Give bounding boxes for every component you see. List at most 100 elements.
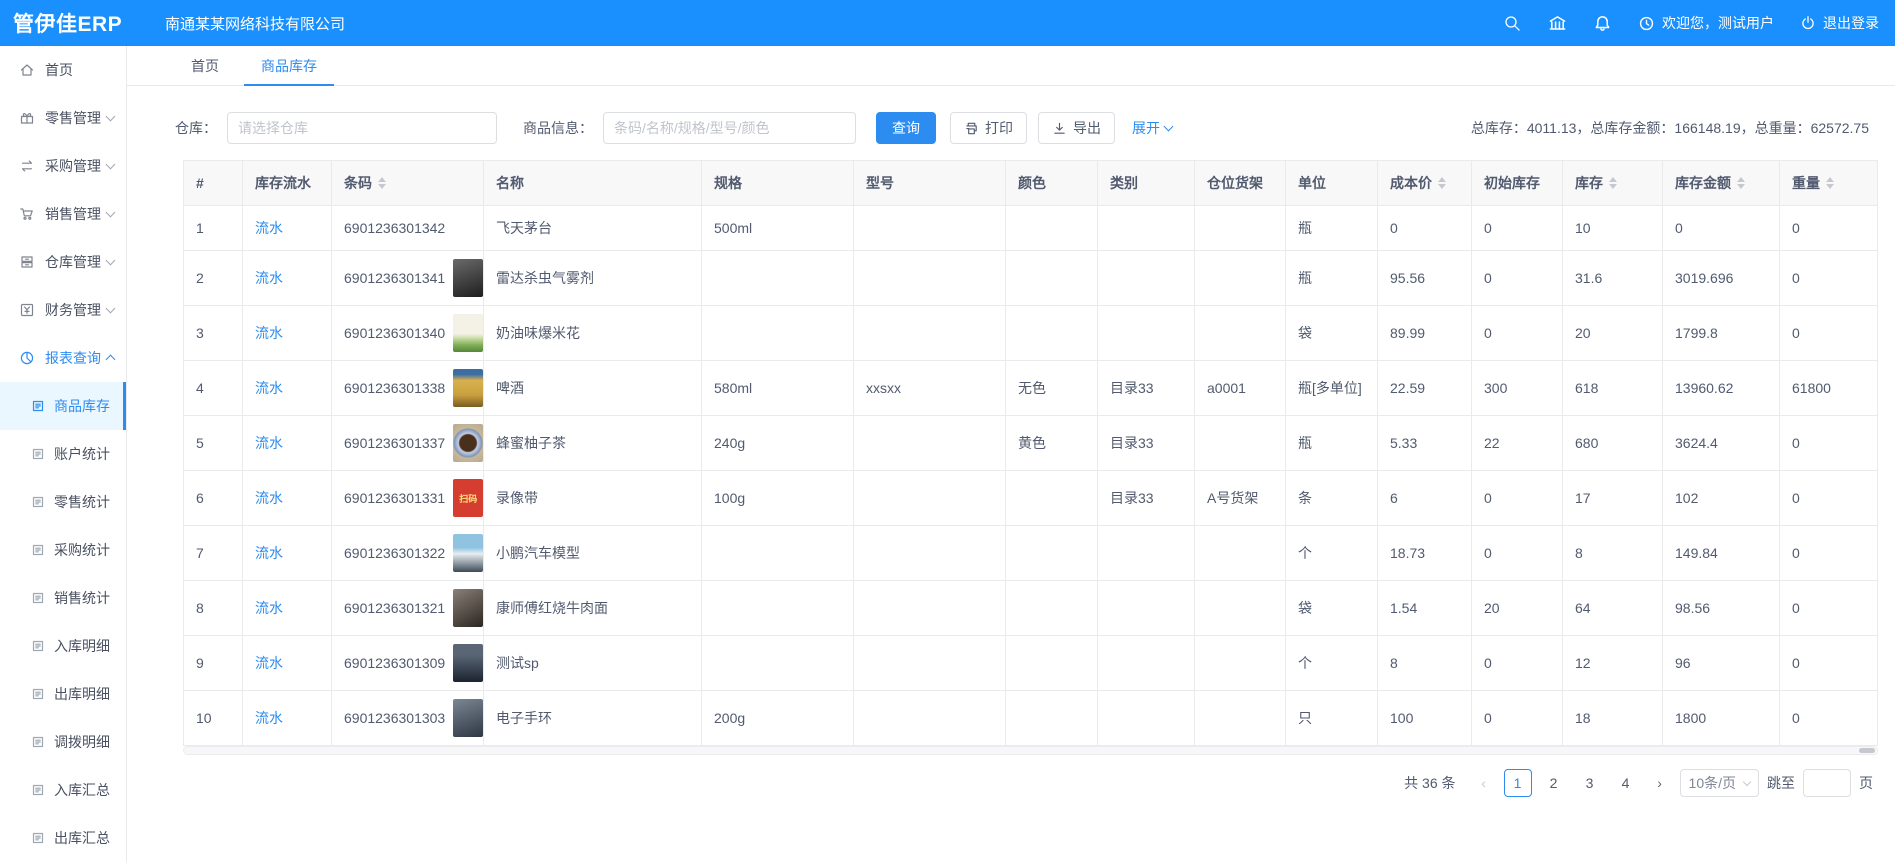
page-button-2[interactable]: 2 — [1549, 775, 1558, 791]
chevron-up-icon — [105, 354, 116, 365]
sidebar-subitem-采购统计[interactable]: 采购统计 — [0, 526, 126, 574]
sidebar-item-销售管理[interactable]: 销售管理 — [0, 190, 126, 238]
search-icon[interactable] — [1503, 14, 1522, 33]
sort-asc-icon[interactable] — [1826, 177, 1834, 182]
finance-icon — [19, 302, 35, 318]
column-label: 库存 — [1575, 175, 1603, 191]
flow-link[interactable]: 流水 — [255, 435, 283, 451]
column-header-库存金额[interactable]: 库存金额 — [1663, 161, 1780, 205]
prev-page-button[interactable]: ‹ — [1481, 775, 1486, 791]
jump-suffix: 页 — [1859, 775, 1873, 791]
sort-desc-icon[interactable] — [1826, 184, 1834, 189]
sidebar-item-零售管理[interactable]: 零售管理 — [0, 94, 126, 142]
product-info-input[interactable] — [603, 112, 856, 144]
sidebar-subitem-入库汇总[interactable]: 入库汇总 — [0, 766, 126, 814]
cell-index: 5 — [184, 416, 243, 470]
sort-icon[interactable] — [1438, 177, 1446, 189]
sort-asc-icon[interactable] — [1609, 177, 1617, 182]
cell-name: 蜂蜜柚子茶 — [484, 416, 702, 470]
sidebar-item-报表查询[interactable]: 报表查询 — [0, 334, 126, 382]
flow-link[interactable]: 流水 — [255, 220, 283, 236]
sort-icon[interactable] — [378, 177, 386, 189]
page-size-select[interactable]: 10条/页 — [1679, 769, 1759, 797]
search-button[interactable]: 查询 — [876, 112, 936, 144]
warehouse-select[interactable] — [227, 112, 497, 144]
home-icon — [19, 62, 35, 78]
scrollbar-thumb[interactable] — [1859, 748, 1875, 753]
tab-商品库存[interactable]: 商品库存 — [240, 46, 338, 86]
table-row: 8 流水 6901236301321 康师傅红烧牛肉面 袋 1.54 20 64 98.56 0 — [184, 581, 1877, 636]
jump-page-input[interactable] — [1803, 769, 1851, 797]
cell-initial-stock: 0 — [1472, 206, 1563, 250]
cell-weight: 0 — [1792, 490, 1800, 506]
column-header-条码[interactable]: 条码 — [332, 161, 484, 205]
flow-link[interactable]: 流水 — [255, 380, 283, 396]
chevron-down-icon — [105, 159, 116, 170]
sidebar-subitem-商品库存[interactable]: 商品库存 — [0, 382, 126, 430]
next-page-button[interactable]: › — [1657, 775, 1662, 791]
cell-initial-stock: 0 — [1472, 471, 1563, 525]
page-button-3[interactable]: 3 — [1585, 775, 1594, 791]
filter-bar: 仓库： 商品信息： 查询 打印 导出 展开 总库存：4011.13，总库存金额：… — [175, 112, 1869, 144]
sidebar-item-仓库管理[interactable]: 仓库管理 — [0, 238, 126, 286]
sidebar-subitem-零售统计[interactable]: 零售统计 — [0, 478, 126, 526]
sort-icon[interactable] — [1737, 177, 1745, 189]
column-header-库存[interactable]: 库存 — [1563, 161, 1663, 205]
sort-icon[interactable] — [1609, 177, 1617, 189]
sidebar-subitem-出库汇总[interactable]: 出库汇总 — [0, 814, 126, 862]
cell-color: 黄色 — [1006, 416, 1098, 470]
flow-link[interactable]: 流水 — [255, 655, 283, 671]
page-button-1[interactable]: 1 — [1503, 769, 1532, 797]
horizontal-scrollbar[interactable] — [183, 746, 1878, 755]
doc-icon — [31, 639, 45, 653]
sort-desc-icon[interactable] — [1737, 184, 1745, 189]
sidebar-subitem-账户统计[interactable]: 账户统计 — [0, 430, 126, 478]
flow-link[interactable]: 流水 — [255, 545, 283, 561]
cell-shelf: a0001 — [1195, 361, 1286, 415]
logout-button[interactable]: 退出登录 — [1800, 13, 1879, 33]
sidebar-item-首页[interactable]: 首页 — [0, 46, 126, 94]
flow-link[interactable]: 流水 — [255, 600, 283, 616]
print-button[interactable]: 打印 — [950, 112, 1027, 144]
cell-color — [1006, 251, 1098, 305]
flow-link[interactable]: 流水 — [255, 490, 283, 506]
bell-icon[interactable] — [1593, 14, 1612, 33]
sort-asc-icon[interactable] — [378, 177, 386, 182]
cell-barcode: 6901236301337 — [332, 416, 484, 470]
sidebar-item-财务管理[interactable]: 财务管理 — [0, 286, 126, 334]
cell-barcode: 6901236301303 — [332, 691, 484, 745]
expand-toggle[interactable]: 展开 — [1132, 118, 1174, 138]
export-button[interactable]: 导出 — [1038, 112, 1115, 144]
cell-stock-amount: 13960.62 — [1663, 361, 1780, 415]
table-row: 3 流水 6901236301340 奶油味爆米花袋 89.99 0 20 1799.8 0 — [184, 306, 1877, 361]
column-header-重量[interactable]: 重量 — [1780, 161, 1879, 205]
sort-desc-icon[interactable] — [378, 184, 386, 189]
cell-unit: 袋 — [1286, 306, 1378, 360]
sidebar-subitem-销售统计[interactable]: 销售统计 — [0, 574, 126, 622]
sidebar-item-采购管理[interactable]: 采购管理 — [0, 142, 126, 190]
bank-icon[interactable] — [1548, 14, 1567, 33]
cell-spec — [702, 636, 854, 690]
flow-link[interactable]: 流水 — [255, 710, 283, 726]
flow-link[interactable]: 流水 — [255, 325, 283, 341]
tab-首页[interactable]: 首页 — [191, 57, 219, 74]
sort-desc-icon[interactable] — [1438, 184, 1446, 189]
page-button-4[interactable]: 4 — [1621, 775, 1630, 791]
sidebar-subitem-入库明细[interactable]: 入库明细 — [0, 622, 126, 670]
sidebar-subitem-调拨明细[interactable]: 调拨明细 — [0, 718, 126, 766]
flow-link[interactable]: 流水 — [255, 270, 283, 286]
sidebar-subitem-出库明细[interactable]: 出库明细 — [0, 670, 126, 718]
cell-cost: 89.99 — [1378, 306, 1472, 360]
sidebar-item-label: 首页 — [45, 62, 73, 78]
table-row: 10 流水 6901236301303 电子手环 200g 只 100 0 18 1800 0 — [184, 691, 1877, 746]
welcome-user[interactable]: 欢迎您，测试用户 — [1638, 13, 1774, 33]
cell-initial-stock: 0 — [1472, 691, 1563, 745]
sidebar-item-label: 采购管理 — [45, 158, 101, 174]
sort-desc-icon[interactable] — [1609, 184, 1617, 189]
product-info-label: 商品信息： — [523, 120, 593, 136]
column-header-成本价[interactable]: 成本价 — [1378, 161, 1472, 205]
sort-asc-icon[interactable] — [1737, 177, 1745, 182]
sort-asc-icon[interactable] — [1438, 177, 1446, 182]
sort-icon[interactable] — [1826, 177, 1834, 189]
cell-category — [1098, 526, 1195, 580]
